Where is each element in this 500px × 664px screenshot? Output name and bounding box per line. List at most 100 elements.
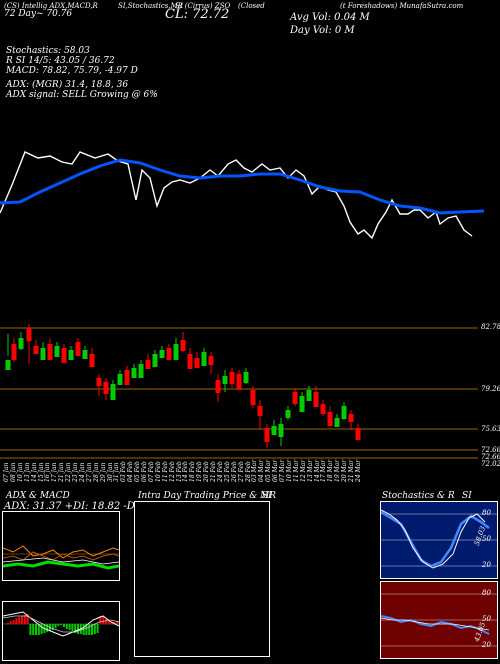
candle-body bbox=[278, 424, 284, 437]
candle-body bbox=[138, 364, 144, 378]
macd-histogram-bar bbox=[68, 624, 71, 630]
header-line2-left: 72 Day~ 70.76 bbox=[4, 9, 73, 19]
macd-histogram-bar bbox=[37, 624, 40, 635]
date-label: 10 Feb bbox=[154, 461, 162, 482]
macd-histogram-bar bbox=[51, 624, 54, 630]
date-label: 11 Feb bbox=[161, 461, 169, 482]
header-line1-right: (t Foreshadows) MunafaSutra.com bbox=[340, 2, 464, 10]
candle-body bbox=[173, 344, 179, 360]
candle-body bbox=[264, 428, 270, 442]
header-adx-signal: ADX signal: SELL Growing @ 6% bbox=[6, 90, 158, 100]
header-line1-left: (CS) Intellig ADX,MACD,R bbox=[4, 2, 98, 10]
macd-signal-line bbox=[2, 615, 120, 633]
macd-histogram-bar bbox=[77, 624, 79, 634]
candle-body bbox=[208, 356, 214, 365]
panel-intraday-title-right: SI bbox=[262, 491, 272, 501]
panel-stoch-title: Stochastics & R bbox=[382, 491, 455, 501]
candle-body bbox=[33, 346, 39, 354]
stochastics-chart bbox=[380, 509, 497, 569]
rsi-line bbox=[380, 615, 490, 635]
macd-histogram-bar bbox=[71, 624, 74, 631]
macd-histogram-bar bbox=[85, 624, 88, 635]
macd-line bbox=[2, 611, 120, 637]
stochastics-panel bbox=[380, 501, 498, 579]
macd-histogram-bar bbox=[113, 622, 116, 624]
header-stochastics: Stochastics: 58.03 bbox=[6, 46, 90, 56]
candle-body bbox=[306, 390, 312, 401]
adx-orange-line bbox=[2, 545, 120, 559]
macd-histogram-bar bbox=[18, 617, 21, 624]
candle-body bbox=[117, 374, 123, 385]
candle-body bbox=[271, 426, 277, 435]
panel-adx-macd-title: ADX & MACD bbox=[6, 491, 70, 501]
macd-histogram-bar bbox=[99, 616, 102, 624]
adx-green-line bbox=[2, 560, 120, 570]
date-label: 27 Feb bbox=[237, 461, 245, 482]
macd-histogram-bar bbox=[32, 624, 35, 635]
candle-body bbox=[54, 346, 60, 357]
candle-body bbox=[75, 342, 81, 356]
header-line1-mid: SI,Stochastics,MR bbox=[118, 2, 184, 10]
candle-body bbox=[47, 344, 53, 360]
date-label: 12 Mar bbox=[299, 459, 307, 482]
macd-histogram-bar bbox=[12, 620, 15, 624]
candle-body bbox=[40, 348, 46, 360]
candle-body bbox=[215, 380, 221, 393]
adx-white-line bbox=[2, 557, 120, 565]
candle-body bbox=[187, 354, 193, 369]
stoch-d-line bbox=[380, 509, 486, 569]
macd-histogram-bar bbox=[9, 621, 12, 624]
panel-adx-values: ADX: 31.37 +DI: 18.82 -DI: 36.02 bbox=[4, 501, 174, 512]
candle-body bbox=[152, 354, 158, 367]
adx-panel bbox=[2, 511, 120, 581]
candle-body bbox=[61, 348, 67, 363]
macd-histogram-bar bbox=[91, 624, 93, 635]
candle-body bbox=[110, 384, 116, 400]
candle-body bbox=[327, 412, 333, 426]
date-label: 27 Jan bbox=[85, 462, 93, 482]
candle-body bbox=[180, 340, 186, 351]
date-label: 13 Mar bbox=[306, 459, 314, 482]
date-label: 12 Feb bbox=[168, 461, 176, 482]
adx-chart bbox=[2, 545, 120, 570]
macd-histogram-bar bbox=[93, 624, 96, 634]
stoch-level-20: 20 bbox=[482, 561, 491, 569]
macd-histogram-bar bbox=[35, 624, 37, 635]
price-label: 72.02 bbox=[481, 460, 500, 468]
candle-body bbox=[257, 406, 263, 416]
candle-body bbox=[229, 372, 235, 384]
macd-histogram-bar bbox=[40, 624, 43, 634]
price-label: 72.66 bbox=[481, 446, 500, 454]
candle-body bbox=[89, 354, 95, 367]
candle-body bbox=[292, 392, 298, 404]
candle-body bbox=[313, 392, 319, 407]
macd-histogram-bar bbox=[57, 624, 60, 626]
macd-histogram-bar bbox=[65, 624, 68, 629]
macd-histogram-bar bbox=[23, 615, 26, 624]
moving-average-line bbox=[0, 158, 485, 215]
candle-body bbox=[299, 396, 305, 412]
header-close: CL: 72.72 bbox=[165, 7, 230, 22]
macd-histogram-bar bbox=[15, 618, 18, 624]
macd-histogram-bar bbox=[88, 624, 91, 635]
candle-body bbox=[341, 406, 347, 419]
candle-body bbox=[68, 350, 74, 360]
date-label: 25 Feb bbox=[223, 461, 231, 482]
macd-histogram-bar bbox=[96, 624, 99, 633]
macd-histogram-bar bbox=[107, 620, 110, 624]
header-macd: MACD: 78.82, 75.79, -4.97 D bbox=[6, 66, 138, 76]
candle-body bbox=[5, 360, 11, 370]
macd-histogram-bar bbox=[26, 614, 29, 624]
header-rsi: R SI 14/5: 43.05 / 36.72 bbox=[6, 56, 115, 66]
date-label: 26 Feb bbox=[230, 461, 238, 482]
candle-body bbox=[124, 370, 130, 385]
trend-chart bbox=[0, 151, 485, 240]
candle-body bbox=[82, 350, 88, 359]
date-label: 28 Jan bbox=[92, 462, 100, 482]
candle-body bbox=[243, 372, 249, 383]
candle-body bbox=[320, 404, 326, 414]
candle-body bbox=[285, 410, 291, 418]
candle-body bbox=[159, 350, 165, 358]
macd-histogram-bar bbox=[105, 619, 107, 624]
date-label: 10 Jan bbox=[16, 462, 24, 482]
